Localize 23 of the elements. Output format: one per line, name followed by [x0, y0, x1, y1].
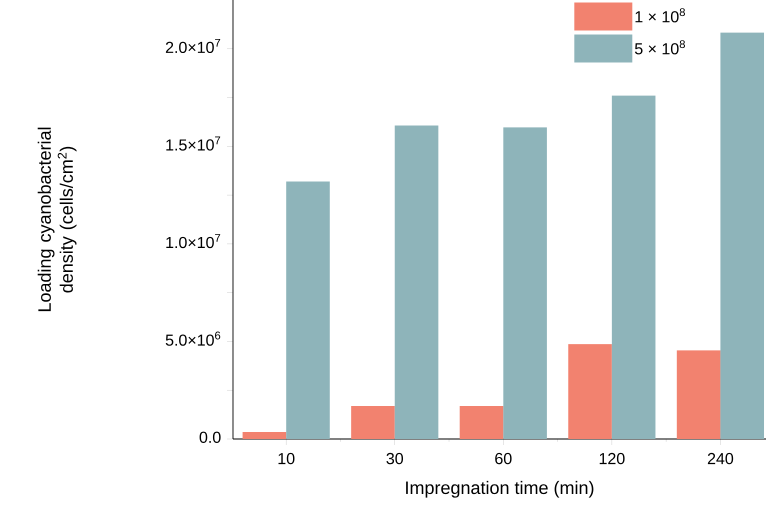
y-tick-label: 2.0×10$^{7}$	[166, 38, 220, 54]
x-tick-label: 120	[600, 452, 625, 464]
bar	[503, 127, 547, 439]
x-axis-title: Impregnation time (min)	[406, 480, 594, 498]
bar	[351, 406, 395, 439]
legend-label: 1 × 10$^{8}$	[636, 8, 685, 22]
bar	[676, 350, 720, 439]
bar	[568, 344, 612, 439]
bar	[242, 432, 286, 439]
x-tick-label: 240	[708, 452, 734, 464]
x-tick-label: 60	[495, 452, 512, 464]
bar	[720, 32, 764, 439]
y-tick-label: 1.0×10$^{7}$	[166, 234, 220, 248]
bar	[394, 125, 438, 439]
bar	[286, 181, 330, 439]
bar	[460, 406, 504, 439]
y-tick-label: 1.5×10$^{7}$	[166, 136, 220, 151]
y-tick-label: 0.0	[200, 432, 221, 443]
x-tick-label: 10	[278, 452, 294, 464]
bar	[612, 96, 656, 439]
legend-label: 5 × 10$^{8}$	[634, 40, 685, 54]
y-tick-label: 5.0×10$^{6}$	[166, 332, 220, 346]
x-tick-label: 30	[386, 452, 404, 464]
